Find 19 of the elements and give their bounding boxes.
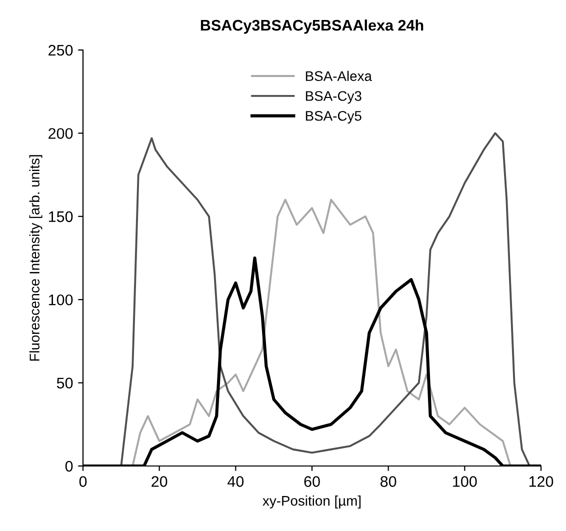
x-tick-label: 120 (529, 476, 554, 487)
y-tick-label: 0 (65, 460, 73, 472)
legend-label: BSA-Cy3 (306, 91, 362, 104)
legend-label: BSA-Alexa (306, 70, 372, 82)
y-tick-label: 250 (48, 44, 73, 56)
x-tick-label: 0 (79, 476, 87, 487)
x-tick-label: 100 (453, 476, 477, 487)
legend-label: BSA-Cy5 (306, 110, 362, 124)
x-tick-label: 20 (152, 476, 168, 487)
y-axis-title: Fluorescence Intensity [arb. units] (29, 155, 42, 361)
y-tick-label: 200 (48, 128, 73, 139)
x-tick-label: 40 (228, 476, 244, 487)
x-axis-title: xy-Position [µm] (262, 496, 361, 508)
y-tick-label: 100 (48, 294, 73, 306)
y-tick-label: 50 (56, 378, 73, 388)
x-tick-label: 80 (380, 476, 396, 487)
x-tick-label: 60 (304, 476, 320, 487)
chart-title: BSACy3BSACy5BSAAlexa 24h (200, 19, 424, 34)
y-tick-label: 150 (48, 211, 73, 222)
